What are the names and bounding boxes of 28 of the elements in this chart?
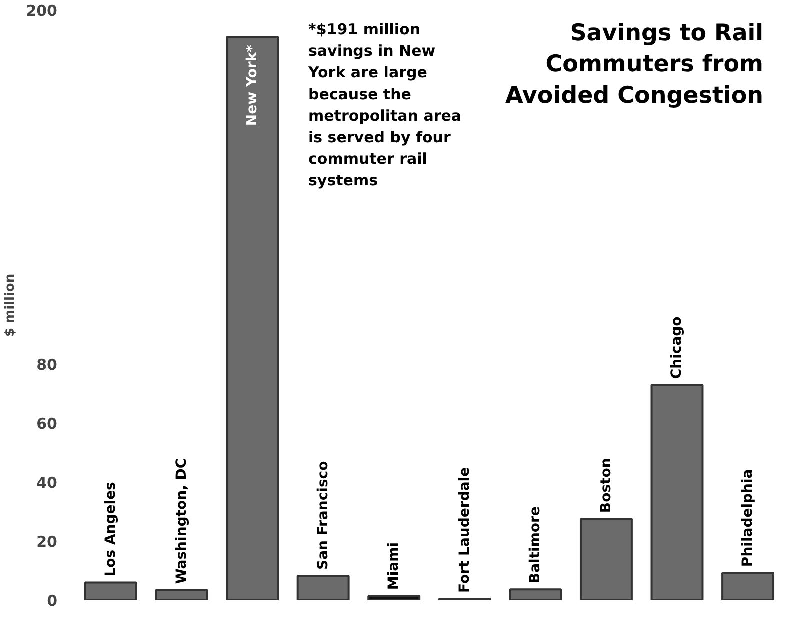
- bar: [226, 36, 280, 600]
- x-tick-label: New York*: [244, 44, 261, 126]
- x-tick-label: Chicago: [669, 316, 686, 380]
- bar: [650, 384, 704, 600]
- y-tick-label: 60: [36, 415, 58, 433]
- y-tick-label: 200: [26, 2, 58, 20]
- y-axis-title: $ million: [3, 274, 18, 338]
- bar: [509, 588, 562, 600]
- bar: [84, 582, 138, 600]
- bar: [722, 572, 775, 600]
- text: Savings to Rail Commuters from Avoided Congestion: [505, 20, 764, 109]
- annotation: *$191 million savings in New York are large because the metropolitan area is served by four commuter rail systems: [308, 20, 462, 190]
- y-tick-label: 0: [47, 592, 58, 610]
- x-tick-label: Philadelphia: [740, 469, 756, 568]
- x-tick-label: Miami: [386, 542, 402, 590]
- bar: [368, 595, 421, 600]
- x-tick-label: Baltimore: [528, 506, 544, 584]
- bar: [155, 589, 208, 600]
- y-tick-label: 80: [36, 356, 58, 374]
- x-tick-label: Boston: [598, 458, 614, 514]
- y-tick-label: 40: [36, 474, 58, 492]
- y-tick-label: 20: [36, 533, 58, 551]
- bar: [580, 518, 633, 600]
- x-tick-label: Washington, DC: [174, 458, 190, 584]
- bar: [296, 575, 350, 600]
- x-tick-label: Los Angeles: [102, 482, 119, 577]
- x-tick-label: Fort Lauderdale: [456, 467, 473, 594]
- x-tick-label: San Francisco: [315, 460, 332, 570]
